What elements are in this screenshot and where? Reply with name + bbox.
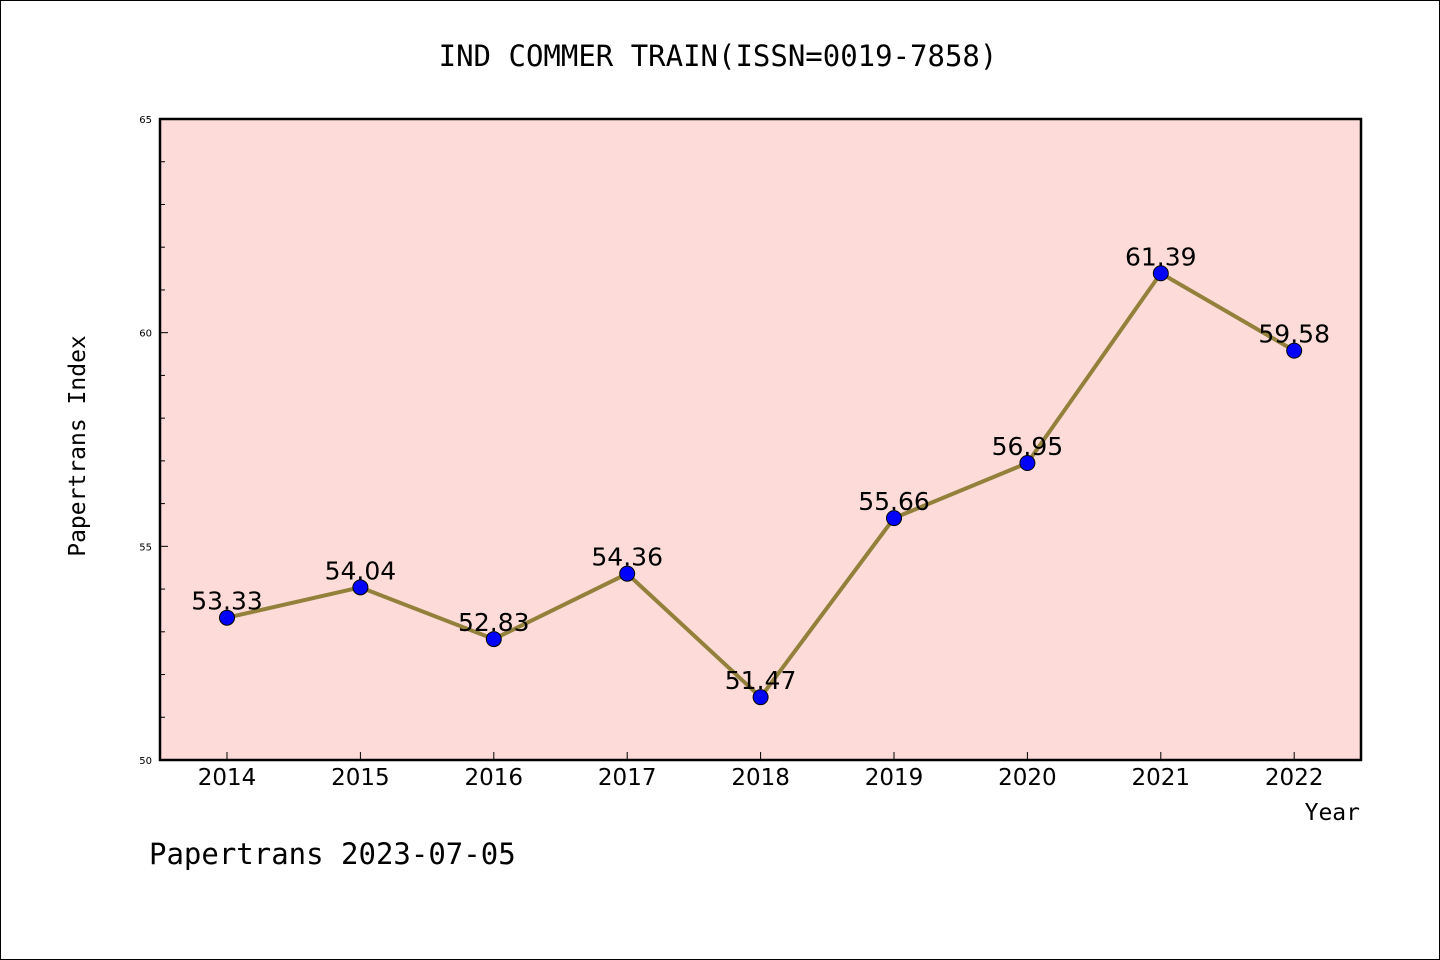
x-tick-label: 2020 xyxy=(998,765,1057,791)
x-tick-label: 2014 xyxy=(198,765,257,791)
plot-area xyxy=(158,117,1363,762)
x-axis-label: Year xyxy=(1305,800,1360,826)
data-point xyxy=(1019,455,1036,472)
series-layer: 53.3354.0452.8354.3651.4755.6656.9561.39… xyxy=(191,242,1330,706)
footer-date-stamp: Papertrans 2023-07-05 xyxy=(149,837,516,871)
x-tick-label: 2022 xyxy=(1265,765,1324,791)
x-tick-label: 2019 xyxy=(865,765,924,791)
x-axis: 2014 2015 2016 2017 2018 2019 2020 2021 2022 xyxy=(198,752,1324,791)
y-tick-label: 50 xyxy=(139,756,152,767)
x-tick-label: 2017 xyxy=(598,765,657,791)
x-tick-label: 2016 xyxy=(465,765,524,791)
data-point xyxy=(619,565,636,582)
y-axis: 50 55 60 65 xyxy=(139,115,168,767)
data-point xyxy=(1152,265,1169,282)
y-axis-label: Papertrans Index xyxy=(65,335,91,557)
y-tick-label: 65 xyxy=(139,115,152,126)
data-point xyxy=(219,609,235,626)
data-point xyxy=(485,631,502,648)
y-tick-label: 55 xyxy=(139,542,152,553)
data-point xyxy=(752,689,769,706)
x-tick-label: 2018 xyxy=(731,765,790,791)
data-point xyxy=(352,579,369,596)
x-tick-label: 2021 xyxy=(1132,765,1191,791)
x-tick-label: 2015 xyxy=(331,765,390,791)
chart-title: IND COMMER TRAIN(ISSN=0019-7858) xyxy=(439,39,998,73)
y-tick-label: 60 xyxy=(139,329,152,340)
data-point xyxy=(1286,342,1303,359)
data-point xyxy=(886,510,902,527)
